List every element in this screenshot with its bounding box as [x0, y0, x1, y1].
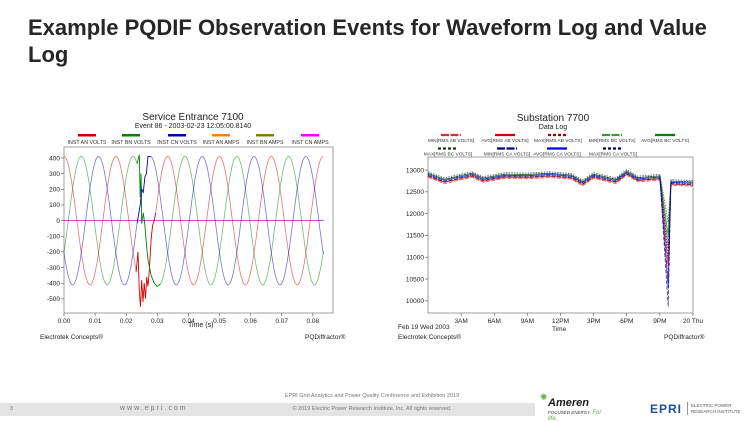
datalog-credit-right: PQDiffractor® [664, 334, 705, 341]
legend-label: MAX[RMS CA VOLTS] [589, 152, 637, 158]
waveform-credit-left: Electrotek Concepts® [40, 334, 103, 341]
waveform-y-tick-label: 400 [49, 155, 60, 162]
waveform-x-tick-label: 0.02 [120, 318, 133, 325]
waveform-credit-right: PQDiffractor® [305, 334, 346, 341]
ameren-logo: ✺ Ameren FOCUSED ENERGY. For life. [540, 392, 602, 422]
conference-name: EPRI Grid Analytics and Power Quality Co… [284, 393, 460, 399]
waveform-plot-area [63, 146, 334, 314]
waveform-y-tick-label: 200 [49, 187, 60, 194]
waveform-x-tick-label: 0.00 [58, 318, 71, 325]
waveform-chart: 400 300 200 100 0 -100 -200 -300 -400 -500 0.00 0.0… [47, 134, 334, 325]
datalog-x-label: Time [552, 326, 567, 333]
datalog-credit-left: Electrotek Concepts® [398, 334, 461, 341]
waveform-chart-title: Service Entrance 7100 [142, 112, 244, 123]
waveform-x-label: Time (s) [188, 322, 214, 329]
event-segment [136, 155, 152, 224]
datalog-date-label: Feb 19 Wed 2003 [398, 324, 450, 331]
waveform-y-tick-label: -100 [47, 234, 60, 241]
waveform-chart-subtitle: Event 86 - 2003-02-23 12:05:00.8140 [134, 123, 252, 130]
legend-swatch [168, 134, 186, 137]
series-line-avg-rms-ca-volts- [427, 171, 694, 288]
series-line-inst-an-volts [63, 155, 324, 307]
waveform-y-tick-label: -300 [47, 265, 60, 272]
legend-label: MIN[RMS CA VOLTS] [484, 152, 531, 158]
datalog-y-tick-label: 12500 [406, 189, 424, 196]
datalog-chart: 13000 12500 12000 11500 11000 10500 10000 3AM 6A… [406, 133, 704, 325]
legend-label: INST BN AMPS [247, 140, 284, 146]
slide-number: 3 [10, 406, 14, 412]
waveform-y-tick-label: 300 [49, 171, 60, 178]
legend-swatch [256, 134, 274, 137]
waveform-y-tick-label: -500 [47, 296, 60, 303]
legend-label: MAX[RMS AB VOLTS] [534, 138, 582, 144]
datalog-x-tick-label: 6AM [488, 318, 501, 325]
footer-bar [0, 403, 535, 416]
series-line-inst-cn-volts [63, 155, 324, 286]
copyright: © 2019 Electric Power Research Institute… [292, 406, 452, 412]
legend-label: AVG[RMS AB VOLTS] [481, 138, 528, 144]
legend-label: INST AN VOLTS [68, 140, 107, 146]
series-line-max-rms-ca-volts- [427, 170, 694, 258]
website-link[interactable]: www.epri.com [120, 405, 188, 412]
legend-label: MAX[RMS BC VOLTS] [424, 152, 472, 158]
waveform-x-tick-label: 0.07 [275, 318, 288, 325]
waveform-y-tick-label: 0 [56, 218, 60, 225]
legend-swatch [78, 134, 96, 137]
waveform-x-tick-label: 0.03 [151, 318, 164, 325]
datalog-x-tick-label: 9PM [653, 318, 666, 325]
waveform-x-tick-label: 0.08 [306, 318, 319, 325]
datalog-x-tick-label: 9AM [521, 318, 534, 325]
datalog-x-tick-label: 12PM [552, 318, 569, 325]
event-segment [136, 154, 161, 287]
legend-label: AVG[RMS BC VOLTS] [641, 138, 689, 144]
legend-swatch [122, 134, 140, 137]
datalog-y-tick-label: 10500 [406, 276, 424, 283]
datalog-y-tick-label: 12000 [406, 211, 424, 218]
datalog-y-tick-label: 13000 [406, 167, 424, 174]
legend-label: AVG[RMS CA VOLTS] [533, 152, 581, 158]
legend-label: MIN[RMS AB VOLTS] [428, 138, 474, 144]
datalog-y-tick-label: 11500 [406, 233, 424, 240]
waveform-y-tick-label: -200 [47, 249, 60, 256]
datalog-chart-title: Substation 7700 [516, 113, 590, 124]
legend-label: INST CN VOLTS [157, 140, 197, 146]
series-line-inst-bn-volts [63, 154, 324, 287]
legend-label: INST BN VOLTS [111, 140, 151, 146]
legend-label: MIN[RMS BC VOLTS] [589, 138, 636, 144]
datalog-y-tick-label: 11000 [406, 255, 424, 262]
waveform-x-tick-label: 0.04 [182, 318, 195, 325]
waveform-y-tick-label: 100 [49, 202, 60, 209]
waveform-x-tick-label: 0.06 [244, 318, 257, 325]
datalog-x-tick-label: 20 Thu [683, 318, 704, 325]
datalog-x-tick-label: 6PM [620, 318, 633, 325]
legend-swatch [301, 134, 319, 137]
series-line-max-rms-bc-volts- [427, 169, 694, 223]
datalog-x-tick-label: 3AM [454, 318, 467, 325]
datalog-y-tick-label: 10000 [406, 298, 424, 305]
event-segment [135, 212, 157, 307]
waveform-y-tick-label: -400 [47, 281, 60, 288]
slide-title: Example PQDIF Observation Events for Wav… [28, 15, 707, 67]
datalog-x-tick-label: 3PM [587, 318, 600, 325]
datalog-chart-subtitle: Data Log [538, 124, 568, 131]
waveform-x-tick-label: 0.01 [89, 318, 102, 325]
epri-logo: EPRI ELECTRIC POWER RESEARCH INSTITUTE [650, 402, 741, 416]
legend-label: INST CN AMPS [291, 140, 329, 146]
legend-label: INST AN AMPS [203, 140, 240, 146]
datalog-plot-area [427, 156, 694, 314]
legend-swatch [212, 134, 230, 137]
waveform-x-tick-label: 0.05 [213, 318, 226, 325]
